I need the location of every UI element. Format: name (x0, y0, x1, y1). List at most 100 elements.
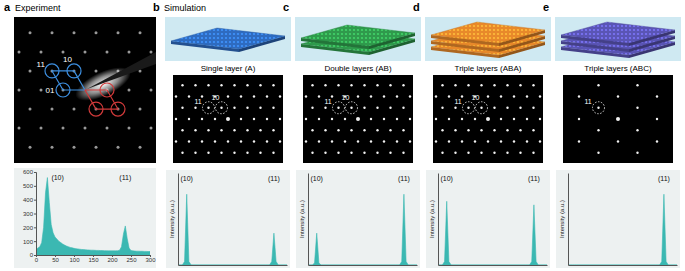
diffraction-spot (454, 152, 456, 154)
diffraction-spot (454, 84, 456, 86)
diffraction-spot (493, 107, 495, 109)
intensity-area (438, 201, 547, 265)
diffraction-spot (402, 152, 404, 154)
diffraction-spot (175, 118, 177, 120)
diffraction-spot (227, 95, 229, 97)
diffraction-spot (409, 118, 411, 120)
diffraction-spot (532, 152, 534, 154)
diffraction-spot (656, 118, 658, 120)
diffraction-spot (95, 69, 98, 72)
diffraction-spot (493, 152, 495, 154)
diffraction-spot (201, 118, 203, 120)
diffraction-spot (311, 107, 313, 109)
panel-letter: d (413, 1, 420, 13)
panel-letter: c (283, 1, 289, 13)
model-background (165, 17, 291, 61)
diffraction-spot (480, 152, 482, 154)
diffraction-spot (18, 50, 21, 53)
diffraction-spot (207, 84, 209, 86)
diffraction-spot (467, 107, 469, 109)
diffraction-spot (350, 129, 352, 131)
beam-stop (87, 52, 156, 89)
diffraction-spot (519, 107, 521, 109)
diffraction-spot (18, 127, 21, 130)
spot-marker (593, 102, 605, 114)
diffraction-spot (337, 84, 339, 86)
diffraction-spot (194, 107, 196, 109)
diffraction-spot (62, 127, 65, 130)
diffraction-spot (487, 95, 489, 97)
panel-heading: Simulation (164, 3, 206, 13)
diffraction-spot (539, 140, 541, 142)
plot-area (178, 194, 287, 265)
y-axis-line (438, 174, 439, 266)
diffraction-spot (188, 118, 190, 120)
diffraction-spot (597, 152, 599, 154)
diffraction-spot (84, 127, 87, 130)
diffraction-spot (337, 152, 339, 154)
diffraction-spot (363, 84, 365, 86)
diffraction-spot (233, 84, 235, 86)
diffraction-spot (578, 140, 580, 142)
diffraction-spot (389, 152, 391, 154)
diffraction-spot (240, 95, 242, 97)
x-axis-tick: 300 (145, 255, 156, 263)
peak-label: (11) (119, 174, 131, 182)
diffraction-spot (636, 107, 638, 109)
spot-marker (89, 102, 103, 116)
diffraction-spot (357, 95, 359, 97)
x-axis-line (309, 265, 418, 266)
diffraction-spot (350, 84, 352, 86)
diffraction-spot (226, 117, 230, 121)
diffraction-spot (376, 84, 378, 86)
spot-label: 10 (342, 94, 350, 101)
diffraction-spot (175, 140, 177, 142)
diffraction-spot (324, 152, 326, 154)
plot-area (308, 194, 417, 265)
y-axis-tick-label: 200 (23, 225, 34, 231)
chart: Intensity (a.u.)(10)(11) (166, 170, 290, 268)
diffraction-spot (487, 140, 489, 142)
diffraction-spot (480, 129, 482, 131)
diffraction-spot (150, 127, 153, 130)
chart: Intensity (a.u.)(10)(11) (426, 170, 550, 268)
x-axis (179, 265, 288, 266)
diffraction-spot (506, 152, 508, 154)
diffraction-spot (409, 95, 411, 97)
slab-top (431, 22, 545, 43)
x-axis (439, 265, 548, 266)
diffraction-spot (246, 107, 248, 109)
spot-label: 11 (324, 98, 331, 105)
crystal-model (425, 17, 551, 61)
diffraction-spot (337, 107, 339, 109)
y-axis-tick-label: 500 (23, 183, 34, 189)
y-axis-tick-label: 400 (23, 197, 34, 203)
diffraction-spot (233, 129, 235, 131)
diffraction-spot (40, 89, 43, 92)
diffraction-spot (150, 89, 153, 92)
diffraction-spot (363, 107, 365, 109)
y-axis-line (34, 173, 37, 256)
diffraction-spot (486, 117, 490, 121)
diffraction-spot (233, 107, 235, 109)
x-axis-tick-label: 150 (88, 257, 99, 263)
chart-background (14, 168, 156, 268)
diffraction-spot (40, 50, 43, 53)
spot-label: 11 (584, 98, 591, 105)
diffraction-spot (441, 84, 443, 86)
diffraction-spot (40, 127, 43, 130)
crystal-model (165, 17, 291, 61)
diffraction-spot (356, 117, 360, 121)
diffraction-spot (500, 118, 502, 120)
y-axis-line (568, 174, 569, 266)
slab-top (301, 25, 415, 46)
diffraction-spot (188, 140, 190, 142)
diffraction-spot (259, 107, 261, 109)
peak-label: (10) (180, 175, 192, 183)
diffraction-spot (220, 84, 222, 86)
diffraction-spot (194, 84, 196, 86)
y-axis (178, 174, 179, 266)
diffraction-spot (376, 152, 378, 154)
diffraction-spot (500, 95, 502, 97)
y-axis-tick-mark (34, 241, 36, 242)
